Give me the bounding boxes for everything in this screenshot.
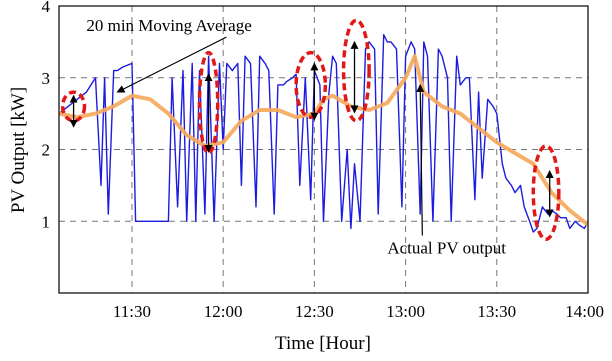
actual-pv-output-line	[59, 34, 588, 233]
moving-average-line	[59, 54, 588, 227]
x-tick-label: 12:30	[295, 302, 334, 321]
highlight-layer	[60, 18, 561, 241]
annotation-arrow	[416, 83, 425, 236]
x-tick-label: 14:00	[565, 302, 604, 321]
y-axis-label: PV Output [kW]	[8, 87, 29, 213]
highlight-ellipse	[294, 50, 328, 119]
series-layer	[59, 34, 588, 233]
highlight-ellipse	[60, 90, 87, 123]
plot-frame	[58, 5, 589, 294]
highlight-ellipse	[531, 144, 561, 241]
y-tick-label: 1	[42, 212, 51, 231]
annotations: 20 min Moving Average Actual PV output	[86, 16, 506, 257]
x-tick-label: 11:30	[113, 302, 151, 321]
highlight-ellipse	[341, 18, 371, 123]
x-tick-label: 13:30	[477, 302, 516, 321]
y-tick-label: 2	[42, 141, 51, 160]
annotation-arrow	[116, 36, 227, 93]
y-tick-label: 4	[42, 0, 51, 16]
x-tick-label: 12:00	[204, 302, 243, 321]
y-tick-label: 3	[42, 69, 51, 88]
highlight-ellipse	[197, 50, 220, 155]
actual-output-annotation: Actual PV output	[387, 239, 506, 258]
tick-labels: 11:30 12:00 12:30 13:00 13:30 14:00 1 2 3 4	[42, 0, 605, 321]
x-axis-label: Time [Hour]	[275, 333, 371, 354]
x-tick-label: 13:00	[386, 302, 425, 321]
moving-average-annotation: 20 min Moving Average	[86, 16, 251, 35]
